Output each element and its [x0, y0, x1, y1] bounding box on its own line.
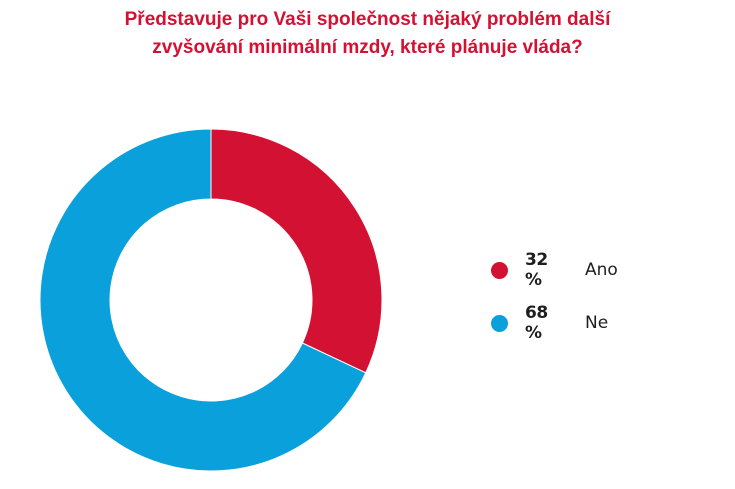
donut-slice-ne: [39, 128, 367, 472]
chart-title-line-1: Představuje pro Vaši společnost nějaký p…: [124, 9, 611, 30]
legend-swatch-ano: [491, 261, 508, 279]
donut-slice-ano: [210, 128, 383, 374]
legend-value-ne: 68 %: [525, 303, 548, 343]
chart-legend: 32 % Ano 68 % Ne: [491, 250, 618, 364]
legend-label-ne: Ne: [585, 313, 609, 333]
legend-label-ano: Ano: [585, 260, 618, 280]
chart-title: Představuje pro Vaši společnost nějaký p…: [0, 6, 735, 62]
legend-item-ano: 32 % Ano: [491, 250, 618, 290]
chart-title-line-2: zvyšování minimální mzdy, které plánuje …: [152, 37, 583, 58]
legend-value-ano: 32 %: [525, 250, 548, 290]
legend-item-ne: 68 % Ne: [491, 303, 618, 343]
legend-swatch-ne: [491, 314, 508, 332]
